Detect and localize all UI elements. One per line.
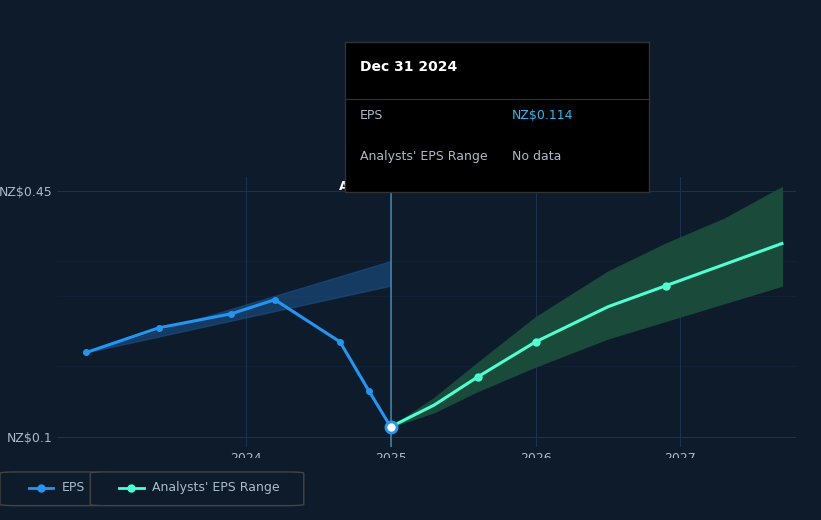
Text: Actual: Actual: [339, 180, 383, 193]
Text: No data: No data: [512, 150, 562, 163]
Text: Dec 31 2024: Dec 31 2024: [360, 60, 457, 74]
Text: Analysts' EPS Range: Analysts' EPS Range: [360, 150, 488, 163]
Text: Analysts Forecasts: Analysts Forecasts: [398, 180, 514, 193]
Text: EPS: EPS: [62, 481, 85, 494]
Text: NZ$0.114: NZ$0.114: [512, 109, 573, 122]
FancyBboxPatch shape: [0, 472, 107, 505]
Text: Analysts' EPS Range: Analysts' EPS Range: [152, 481, 279, 494]
Text: EPS: EPS: [360, 109, 383, 122]
FancyBboxPatch shape: [90, 472, 304, 505]
